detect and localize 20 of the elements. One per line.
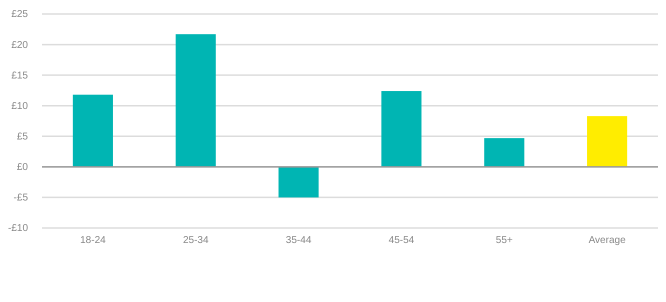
- y-tick-label: -£5: [14, 192, 28, 204]
- y-tick-label: £10: [11, 100, 28, 112]
- y-tick-label: £0: [16, 162, 28, 174]
- y-tick-label: -£10: [8, 223, 28, 234]
- x-tick-label: 45-54: [388, 235, 415, 246]
- y-tick-label: £15: [11, 70, 28, 82]
- x-tick-label: 55+: [496, 235, 513, 246]
- x-tick-label: 25-34: [182, 235, 209, 246]
- y-tick-label: £25: [11, 9, 28, 20]
- x-tick-label: 18-24: [80, 235, 106, 246]
- x-tick-label: Average: [588, 235, 626, 246]
- bar: [176, 34, 216, 167]
- y-tick-label: £5: [16, 131, 28, 142]
- bar: [278, 166, 319, 198]
- bar: [484, 138, 524, 167]
- x-tick-label: 35-44: [286, 235, 312, 246]
- bar: [72, 94, 113, 167]
- bar: [381, 91, 422, 167]
- y-tick-label: £20: [11, 40, 28, 51]
- bar: [587, 116, 628, 167]
